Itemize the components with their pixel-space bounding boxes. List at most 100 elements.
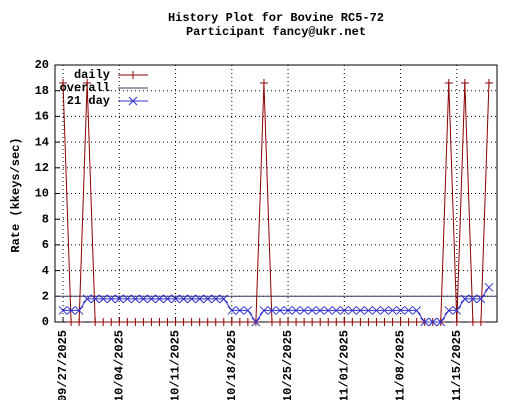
point bbox=[476, 294, 486, 304]
y-tick-label: 6 bbox=[42, 238, 49, 252]
point bbox=[90, 294, 100, 304]
point bbox=[372, 306, 381, 315]
point bbox=[203, 318, 212, 326]
point bbox=[307, 306, 317, 315]
point bbox=[468, 294, 478, 304]
point bbox=[267, 318, 276, 326]
point bbox=[179, 294, 188, 304]
point bbox=[122, 294, 132, 304]
point bbox=[163, 318, 172, 326]
y-tick-label: 2 bbox=[42, 289, 49, 303]
point bbox=[115, 318, 124, 326]
point bbox=[412, 306, 421, 315]
y-tick-label: 4 bbox=[42, 264, 49, 278]
point bbox=[315, 306, 325, 315]
point bbox=[484, 78, 493, 87]
point bbox=[291, 306, 301, 315]
point bbox=[348, 318, 357, 326]
point bbox=[171, 294, 180, 304]
point bbox=[452, 318, 461, 326]
point bbox=[219, 294, 229, 304]
point bbox=[436, 317, 446, 327]
point bbox=[243, 306, 253, 315]
y-tick-label: 10 bbox=[35, 187, 49, 201]
x-tick-label: 10/04/2025 bbox=[112, 330, 126, 400]
y-tick-label: 14 bbox=[35, 135, 49, 149]
y-tick-label: 18 bbox=[35, 84, 49, 98]
legend-label: overall bbox=[60, 81, 110, 95]
x-tick-label: 10/11/2025 bbox=[169, 330, 183, 400]
x-tick-label: 10/18/2025 bbox=[225, 330, 239, 400]
point bbox=[98, 294, 108, 304]
point bbox=[211, 294, 221, 304]
point bbox=[155, 318, 164, 326]
legend-label: daily bbox=[74, 68, 110, 82]
point bbox=[259, 306, 269, 315]
point bbox=[147, 318, 156, 326]
point bbox=[195, 294, 205, 304]
point bbox=[300, 318, 309, 326]
point bbox=[476, 318, 485, 326]
point bbox=[452, 306, 462, 315]
point bbox=[195, 318, 204, 326]
point bbox=[316, 318, 325, 326]
point bbox=[83, 78, 92, 87]
point bbox=[396, 318, 405, 326]
point bbox=[235, 318, 244, 326]
point bbox=[275, 306, 285, 315]
point bbox=[460, 294, 470, 304]
point bbox=[66, 306, 76, 315]
x-tick-label: 11/01/2025 bbox=[337, 330, 351, 400]
point bbox=[276, 318, 285, 326]
point bbox=[468, 318, 477, 326]
y-tick-label: 20 bbox=[35, 58, 49, 72]
point bbox=[219, 318, 228, 326]
point bbox=[67, 318, 76, 326]
point bbox=[131, 318, 140, 326]
point bbox=[284, 318, 293, 326]
y-tick-label: 12 bbox=[35, 161, 49, 175]
point bbox=[106, 294, 116, 304]
y-tick-label: 0 bbox=[42, 315, 49, 329]
point bbox=[259, 78, 268, 87]
point bbox=[380, 306, 389, 315]
point bbox=[131, 294, 140, 304]
y-tick-label: 16 bbox=[35, 110, 49, 124]
point bbox=[364, 318, 373, 326]
point bbox=[107, 318, 116, 326]
y-axis-label: Rate (kkeys/sec) bbox=[9, 137, 23, 252]
point bbox=[324, 318, 333, 326]
point bbox=[323, 306, 333, 315]
point bbox=[163, 294, 172, 304]
point bbox=[75, 318, 84, 326]
point bbox=[347, 306, 357, 315]
point bbox=[404, 318, 413, 326]
point bbox=[147, 294, 156, 304]
point bbox=[211, 318, 220, 326]
point bbox=[227, 318, 236, 326]
point bbox=[235, 306, 245, 315]
point bbox=[227, 306, 237, 315]
point bbox=[187, 294, 196, 304]
point bbox=[388, 306, 397, 315]
x-tick-label: 09/27/2025 bbox=[56, 330, 70, 400]
point bbox=[404, 306, 413, 315]
x-tick-label: 10/25/2025 bbox=[281, 330, 295, 400]
point bbox=[428, 317, 438, 327]
point bbox=[460, 78, 469, 87]
point bbox=[356, 306, 365, 315]
y-tick-label: 8 bbox=[42, 212, 49, 226]
point bbox=[380, 318, 389, 326]
point bbox=[331, 306, 341, 315]
point bbox=[372, 318, 381, 326]
point bbox=[91, 318, 100, 326]
point bbox=[58, 306, 68, 315]
point bbox=[412, 318, 421, 326]
point bbox=[74, 306, 84, 315]
point bbox=[484, 282, 494, 292]
point bbox=[292, 318, 301, 326]
x-tick-label: 11/08/2025 bbox=[394, 330, 408, 400]
chart-title: History Plot for Bovine RC5-72 bbox=[168, 11, 384, 25]
point bbox=[388, 318, 397, 326]
